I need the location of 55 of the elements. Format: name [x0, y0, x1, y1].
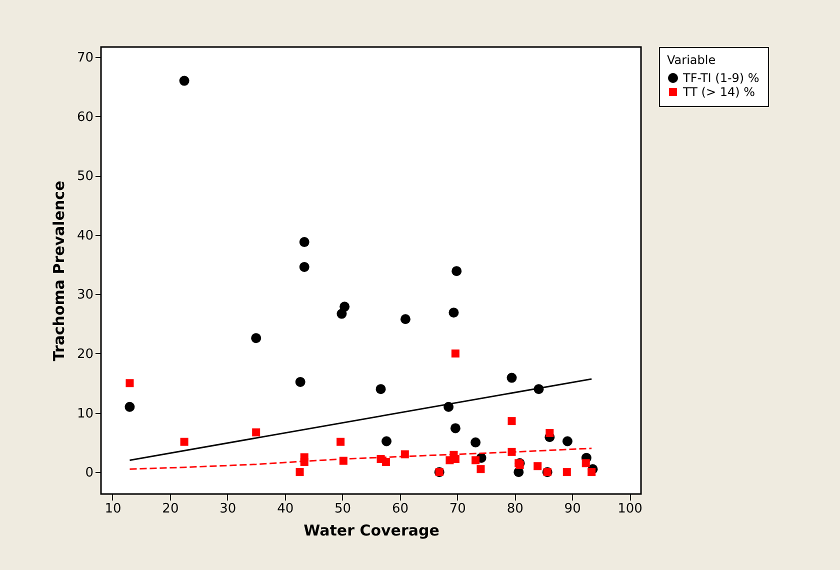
- point: [179, 76, 190, 86]
- x-axis-title: Water Coverage: [304, 522, 440, 540]
- point: [126, 379, 134, 388]
- point: [534, 462, 542, 470]
- point: [451, 349, 460, 358]
- point: [400, 314, 410, 324]
- legend-label: TF-TI (1-9) %: [682, 71, 760, 85]
- legend-label: TT (> 14) %: [682, 85, 755, 99]
- y-tick-label: 30: [76, 288, 94, 303]
- point: [299, 262, 310, 272]
- point: [546, 428, 554, 437]
- point: [476, 465, 485, 474]
- point: [470, 437, 481, 448]
- point: [448, 308, 459, 318]
- point: [382, 458, 390, 466]
- x-tick-label: 30: [220, 502, 236, 516]
- y-tick-label: 0: [85, 466, 94, 481]
- y-tick-label: 60: [76, 110, 94, 125]
- point: [180, 438, 188, 446]
- x-tick-label: 80: [506, 502, 524, 516]
- point: [251, 333, 262, 344]
- point: [295, 376, 306, 387]
- point: [450, 423, 460, 434]
- y-tick-label: 20: [76, 346, 94, 362]
- x-tick-label: 60: [392, 502, 408, 516]
- point: [296, 468, 304, 476]
- y-tick-label: 10: [76, 406, 94, 422]
- point: [299, 237, 310, 248]
- y-tick-label: 70: [76, 50, 94, 66]
- point: [588, 468, 596, 476]
- point: [336, 438, 345, 446]
- x-tick-label: 90: [564, 502, 581, 516]
- y-tick-label: 50: [76, 169, 94, 184]
- point: [376, 384, 386, 394]
- point: [582, 459, 590, 468]
- point: [452, 266, 462, 276]
- point: [472, 456, 480, 464]
- point: [562, 436, 572, 446]
- point: [252, 428, 260, 436]
- x-tick-label: 10: [104, 502, 122, 516]
- x-tick-label: 100: [618, 502, 642, 516]
- point: [340, 302, 350, 312]
- x-tick-label: 70: [449, 502, 466, 516]
- line-series: [128, 448, 592, 470]
- point: [506, 372, 517, 383]
- point: [382, 436, 392, 446]
- point: [508, 417, 516, 426]
- point: [562, 468, 571, 476]
- y-axis-title: Trachoma Prevalence: [50, 180, 68, 362]
- y-tick-label: 40: [76, 228, 94, 244]
- point: [124, 402, 135, 412]
- x-tick-label: 40: [277, 502, 294, 516]
- x-tick-label: 50: [334, 502, 352, 516]
- x-tick-label: 20: [162, 502, 179, 516]
- legend-title: Variable: [667, 53, 716, 67]
